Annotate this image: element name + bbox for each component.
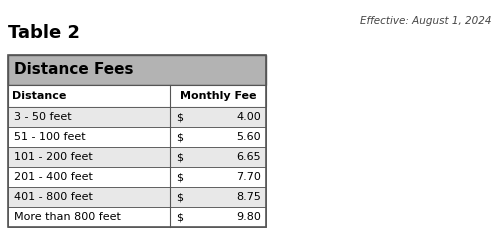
Text: Distance Fees: Distance Fees — [14, 63, 134, 78]
Text: Effective: August 1, 2024: Effective: August 1, 2024 — [360, 16, 492, 26]
Bar — [8, 147, 266, 167]
Bar — [8, 85, 266, 107]
Text: $: $ — [176, 132, 183, 142]
Text: $: $ — [176, 152, 183, 162]
Text: 8.75: 8.75 — [236, 192, 261, 202]
Text: $: $ — [176, 192, 183, 202]
Text: 9.80: 9.80 — [236, 212, 261, 222]
Bar — [8, 55, 266, 85]
Text: More than 800 feet: More than 800 feet — [14, 212, 121, 222]
Text: 101 - 200 feet: 101 - 200 feet — [14, 152, 93, 162]
Bar — [8, 107, 266, 127]
Bar — [8, 127, 266, 147]
Text: Distance: Distance — [12, 91, 66, 101]
Text: Monthly Fee: Monthly Fee — [180, 91, 256, 101]
Text: 7.70: 7.70 — [236, 172, 261, 182]
Text: 401 - 800 feet: 401 - 800 feet — [14, 192, 93, 202]
Text: 201 - 400 feet: 201 - 400 feet — [14, 172, 93, 182]
Bar — [8, 167, 266, 187]
Bar — [8, 207, 266, 227]
Text: $: $ — [176, 112, 183, 122]
Text: 4.00: 4.00 — [236, 112, 261, 122]
Text: 3 - 50 feet: 3 - 50 feet — [14, 112, 72, 122]
Text: Table 2: Table 2 — [8, 24, 80, 42]
Text: $: $ — [176, 172, 183, 182]
Text: 5.60: 5.60 — [236, 132, 261, 142]
Text: 51 - 100 feet: 51 - 100 feet — [14, 132, 86, 142]
Bar — [8, 55, 266, 227]
Text: $: $ — [176, 212, 183, 222]
Text: 6.65: 6.65 — [236, 152, 261, 162]
Bar — [8, 187, 266, 207]
